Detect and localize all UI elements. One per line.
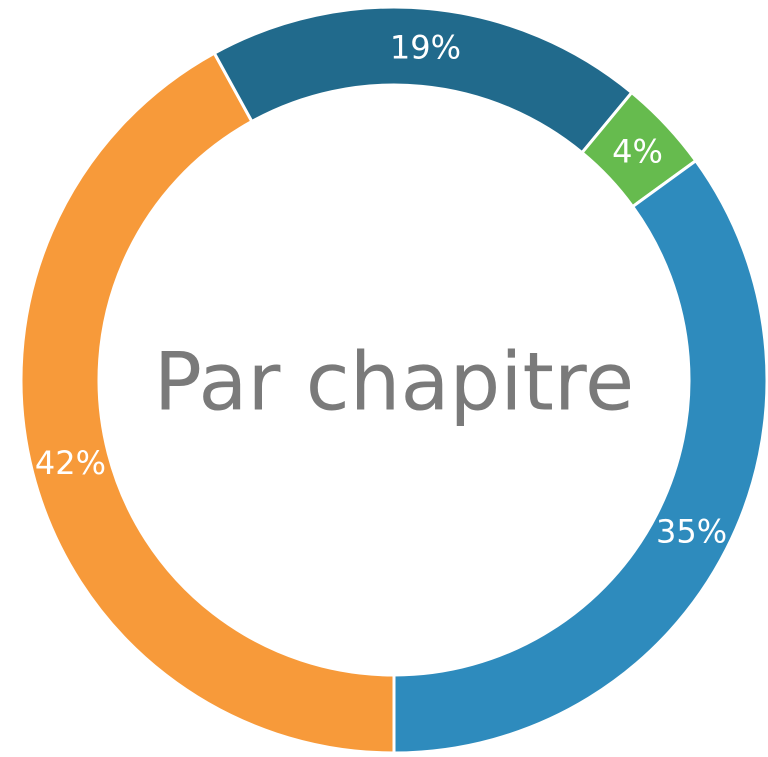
slice-label: 19%	[390, 28, 461, 66]
slice-label: 4%	[612, 132, 663, 170]
donut-slice	[392, 158, 768, 755]
chart-title: Par chapitre	[154, 336, 634, 429]
slice-label: 42%	[35, 444, 106, 482]
labels: 42% 19% 4% 35%	[35, 28, 727, 550]
slices	[19, 5, 768, 755]
donut-slice	[19, 51, 396, 755]
slice-label: 35%	[656, 513, 727, 551]
